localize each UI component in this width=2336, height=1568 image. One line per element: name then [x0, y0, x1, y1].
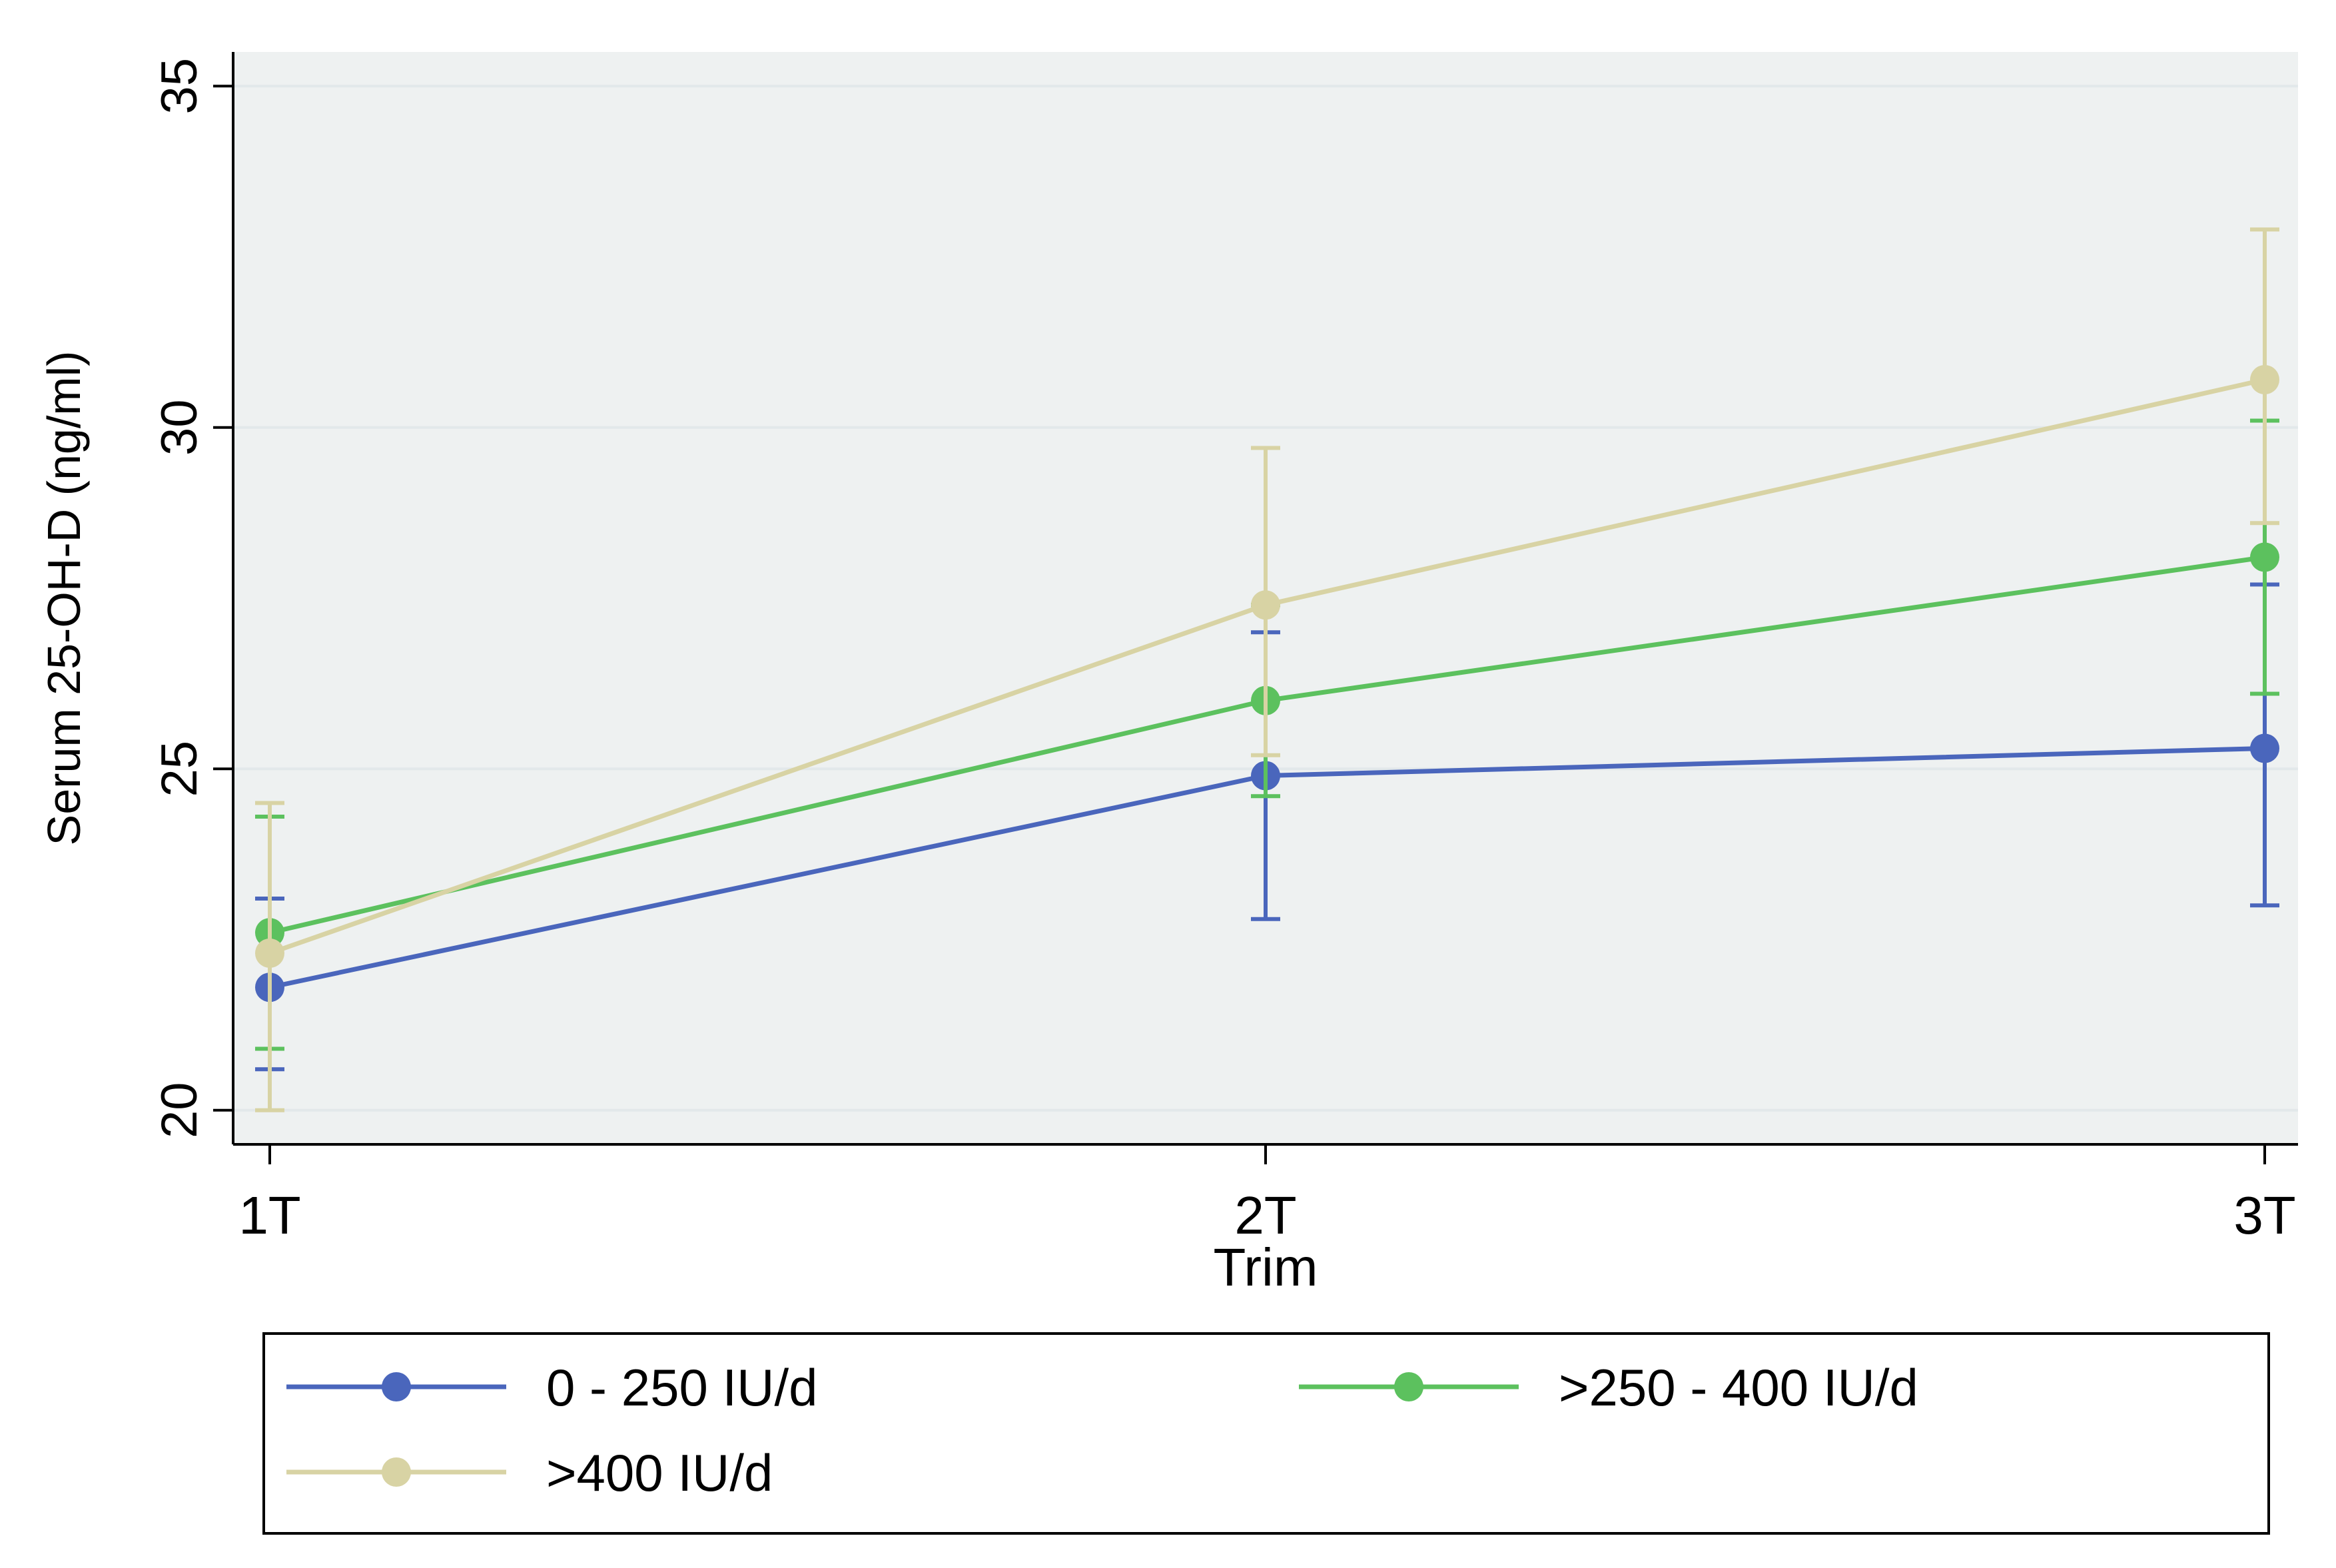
x-ticks: 1T 2T 3T — [238, 1144, 2296, 1245]
y-tick-label: 20 — [151, 1082, 208, 1138]
x-tick-label: 3T — [2233, 1186, 2295, 1245]
data-point — [2250, 733, 2279, 763]
y-tick-label: 35 — [151, 58, 208, 115]
legend-entry: >250 - 400 IU/d — [1299, 1358, 1918, 1417]
x-axis-label: Trim — [1214, 1238, 1318, 1297]
y-axis-label: Serum 25-OH-D (ng/ml) — [38, 351, 90, 846]
x-tick-label: 2T — [1234, 1186, 1296, 1245]
y-tick-label: 30 — [151, 399, 208, 456]
legend: 0 - 250 IU/d >250 - 400 IU/d >400 IU/d — [286, 1358, 1918, 1502]
legend-entry: >400 IU/d — [286, 1443, 773, 1502]
data-point — [1251, 590, 1280, 620]
legend-label: >400 IU/d — [546, 1443, 773, 1502]
series-layer — [255, 227, 2279, 1112]
legend-marker — [382, 1372, 411, 1401]
legend-entry: 0 - 250 IU/d — [286, 1358, 818, 1417]
legend-box — [262, 1332, 2270, 1535]
legend-marker — [382, 1457, 411, 1487]
data-point — [255, 939, 284, 968]
legend-marker — [1394, 1372, 1423, 1401]
legend-label: >250 - 400 IU/d — [1559, 1358, 1918, 1417]
legend-label: 0 - 250 IU/d — [546, 1358, 818, 1417]
y-tick-label: 25 — [151, 741, 208, 797]
data-point — [2250, 365, 2279, 394]
series-3 — [255, 227, 2279, 1112]
data-point — [2250, 542, 2279, 572]
y-ticks: 20 25 30 35 — [151, 58, 233, 1138]
x-tick-label: 1T — [238, 1186, 300, 1245]
